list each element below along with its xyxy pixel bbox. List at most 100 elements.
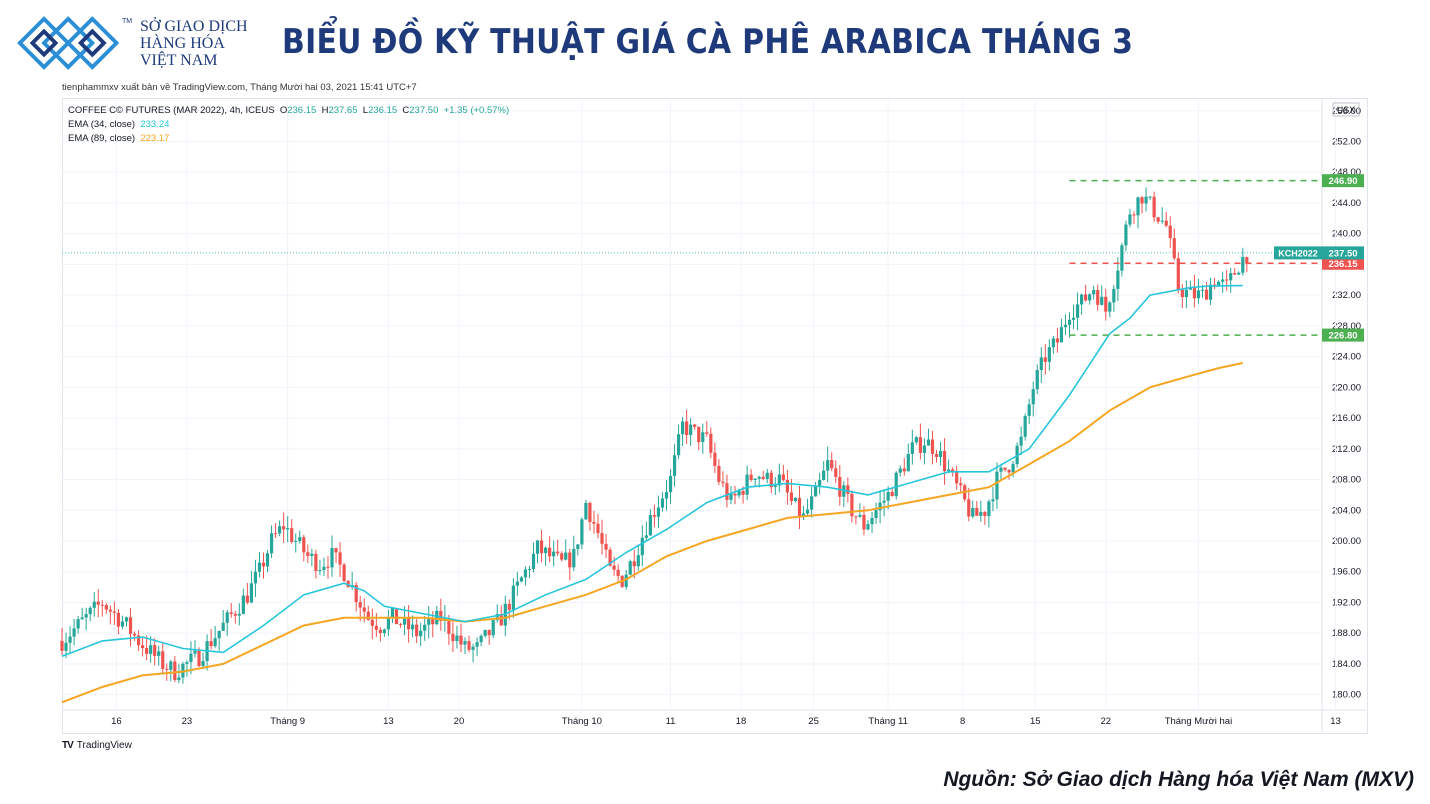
candle-up xyxy=(1136,197,1140,216)
y-tick-label: 256.00 xyxy=(1332,106,1361,117)
candle-down xyxy=(1176,258,1180,290)
legend-ema89-row: EMA (89, close) 223.17 xyxy=(68,132,509,146)
candle-down xyxy=(141,645,145,649)
candle-down xyxy=(104,604,108,610)
candle-down xyxy=(1043,357,1047,362)
candle-down xyxy=(406,617,411,630)
candle-down xyxy=(733,493,737,496)
candle-down xyxy=(302,537,306,553)
candle-down xyxy=(934,453,939,458)
candle-up xyxy=(765,472,769,479)
logo-trademark: TM xyxy=(122,18,133,25)
candle-down xyxy=(306,552,310,556)
candle-up xyxy=(1237,272,1241,275)
candle-up xyxy=(310,553,314,556)
level-tag xyxy=(1322,328,1364,342)
candle-up xyxy=(995,471,999,500)
tradingview-brand[interactable]: TV TradingView xyxy=(62,740,132,751)
candle-down xyxy=(290,528,294,542)
candle-up xyxy=(193,650,197,654)
candle-down xyxy=(173,661,177,681)
candle-down xyxy=(560,553,564,560)
candle-up xyxy=(68,636,72,643)
candle-up xyxy=(1148,196,1152,198)
candle-down xyxy=(1233,273,1237,275)
candle-up xyxy=(898,468,902,473)
candle-down xyxy=(1180,289,1184,298)
candle-down xyxy=(1172,238,1176,259)
candle-up xyxy=(124,617,129,622)
candle-up xyxy=(423,624,427,631)
candle-up xyxy=(1027,404,1031,416)
legend-close: 237.50 xyxy=(409,105,439,116)
candle-up xyxy=(1184,289,1188,298)
legend-ema89-label: EMA (89, close) xyxy=(68,133,136,144)
y-tick-label: 196.00 xyxy=(1332,567,1361,578)
y-tick-label: 244.00 xyxy=(1332,198,1361,209)
candle-up xyxy=(979,511,983,516)
price-tag xyxy=(1322,246,1364,260)
candle-up xyxy=(640,537,644,556)
y-tick-label: 252.00 xyxy=(1332,136,1361,147)
candle-up xyxy=(580,519,584,545)
candle-down xyxy=(273,533,278,535)
candle-down xyxy=(902,468,906,472)
candle-up xyxy=(386,617,391,630)
candle-up xyxy=(644,535,648,538)
legend-change: +1.35 (+0.57%) xyxy=(443,105,510,116)
candle-down xyxy=(161,651,165,669)
candle-down xyxy=(721,481,725,484)
candle-down xyxy=(709,433,713,453)
candle-up xyxy=(1221,279,1225,282)
candle-down xyxy=(1104,296,1108,312)
candle-up xyxy=(177,677,181,681)
candle-down xyxy=(769,472,773,488)
candle-up xyxy=(435,610,439,625)
candle-up xyxy=(886,491,890,501)
candle-up xyxy=(987,501,991,517)
candle-down xyxy=(499,613,503,626)
candle-down xyxy=(781,474,785,480)
candle-up xyxy=(237,613,241,616)
candle-up xyxy=(971,508,975,517)
candle-up xyxy=(427,617,431,625)
candle-down xyxy=(145,648,149,654)
x-tick-label: 13 xyxy=(1330,716,1341,727)
candle-up xyxy=(72,628,76,637)
chart-frame[interactable] xyxy=(62,98,1368,734)
candle-up xyxy=(221,622,225,631)
candle-up xyxy=(1100,296,1104,305)
x-tick-label: 15 xyxy=(1030,716,1041,727)
candle-up xyxy=(189,653,193,663)
candle-up xyxy=(805,509,810,514)
candle-up xyxy=(1059,327,1064,343)
candle-up xyxy=(701,432,705,443)
candle-down xyxy=(975,508,979,516)
x-tick-label: 25 xyxy=(808,716,819,727)
legend-ema34-label: EMA (34, close) xyxy=(68,119,136,130)
candle-down xyxy=(967,499,971,517)
candle-up xyxy=(185,662,189,664)
candle-down xyxy=(539,540,544,554)
currency-box xyxy=(1332,102,1360,117)
candle-down xyxy=(132,633,137,636)
candle-down xyxy=(116,612,121,627)
candle-down xyxy=(918,437,922,453)
x-tick-label: 23 xyxy=(182,716,193,727)
y-tick-label: 248.00 xyxy=(1332,167,1361,178)
candle-up xyxy=(471,646,475,650)
candle-down xyxy=(342,564,346,581)
candle-up xyxy=(1200,289,1205,291)
candle-down xyxy=(761,476,765,479)
candle-up xyxy=(689,424,693,436)
y-tick-label: 188.00 xyxy=(1332,628,1361,639)
candle-down xyxy=(951,469,955,472)
candle-up xyxy=(1108,302,1112,312)
candle-up xyxy=(1144,196,1148,204)
candle-up xyxy=(1217,281,1221,287)
candle-down xyxy=(1204,289,1209,300)
logo-line-2: HÀNG HÓA xyxy=(140,35,225,52)
candle-up xyxy=(479,635,483,643)
candle-down xyxy=(431,617,435,625)
